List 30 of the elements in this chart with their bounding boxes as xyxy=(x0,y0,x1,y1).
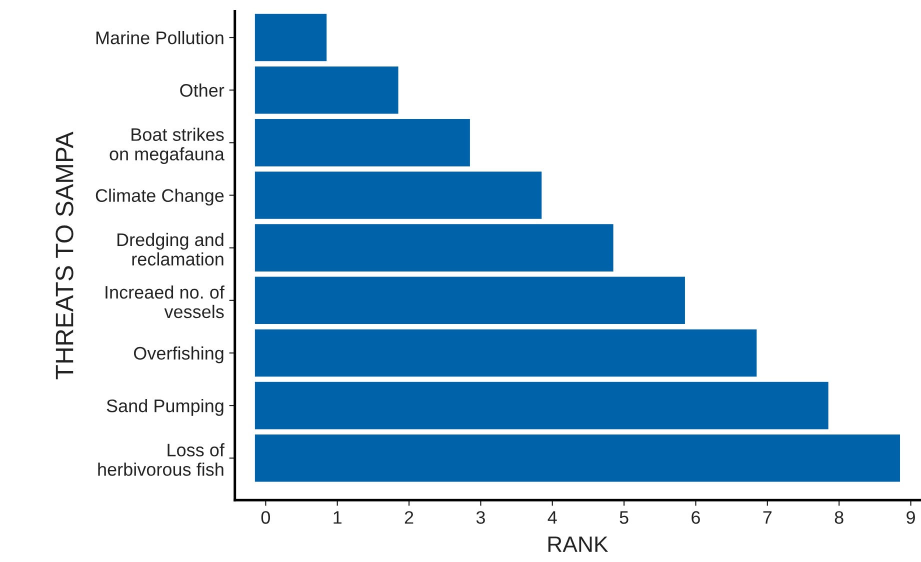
x-tick-label: 5 xyxy=(620,511,628,524)
y-tick-label: Climate Change xyxy=(96,188,224,206)
y-tick-label: Loss of herbivorous fish xyxy=(98,443,224,476)
bar xyxy=(254,434,900,482)
bar xyxy=(254,382,828,430)
x-tick-label: 2 xyxy=(404,511,414,524)
y-tick-label: Boat strikes on megafauna xyxy=(110,128,224,164)
bar xyxy=(254,329,757,377)
bar xyxy=(254,119,470,166)
bar xyxy=(254,66,398,114)
x-tick-label: 3 xyxy=(476,511,485,524)
bar xyxy=(254,224,614,272)
x-tick-label: 6 xyxy=(692,511,700,524)
x-tick-label: 1 xyxy=(334,511,342,524)
y-tick-label: Overfishing xyxy=(134,346,224,364)
y-tick-label: Increaed no. of vessels xyxy=(106,285,224,318)
y-tick-label: Dredging and reclamation xyxy=(118,232,224,266)
bar xyxy=(254,172,542,219)
y-axis-title: THREATS TO SAMPA xyxy=(56,132,74,380)
y-tick-label: Marine Pollution xyxy=(96,30,224,44)
y-tick-label: Other xyxy=(180,84,224,97)
x-tick-label: 8 xyxy=(834,511,844,524)
bar xyxy=(254,14,327,62)
x-tick-label: 0 xyxy=(261,511,270,524)
x-tick-label: 4 xyxy=(548,511,557,524)
y-tick-label: Sand Pumping xyxy=(106,399,224,416)
bar xyxy=(254,276,685,324)
x-axis-title: RANK xyxy=(548,536,608,552)
x-tick-label: 7 xyxy=(763,511,772,524)
x-tick-label: 9 xyxy=(906,511,915,524)
